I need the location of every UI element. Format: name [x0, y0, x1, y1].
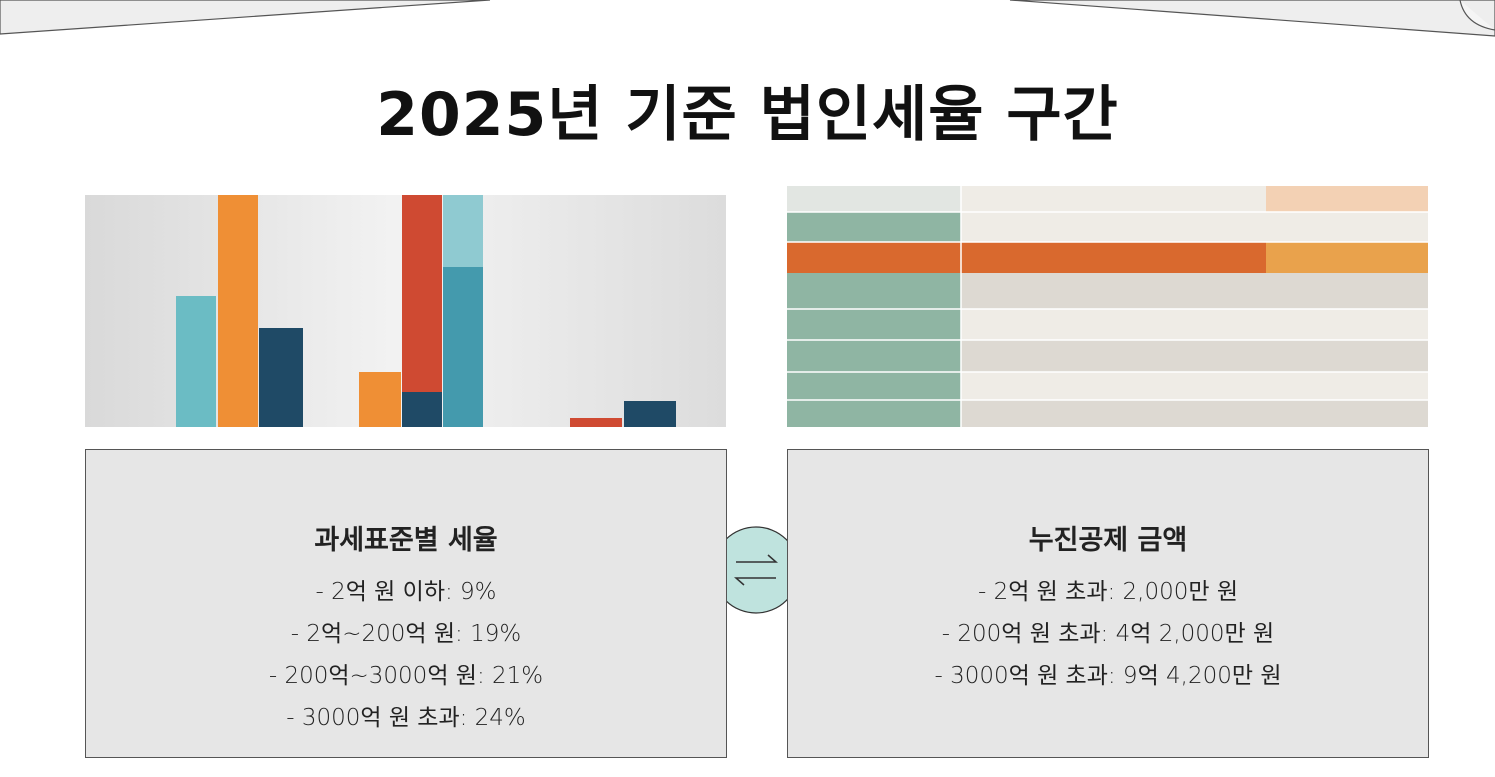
- box-item: - 200억~3000억 원: 21%: [268, 663, 544, 689]
- corner-curl: [1459, 0, 1495, 31]
- box-item: - 2억 원 초과: 2,000만 원: [977, 579, 1239, 605]
- chart-image: [85, 195, 726, 427]
- left-box: 과세표준별 세율 - 2억 원 이하: 9% - 2억~200억 원: 19% - …: [85, 449, 727, 758]
- box-item: - 2억 원 이하: 9%: [315, 579, 497, 605]
- top-right-curve: [1009, 0, 1495, 37]
- swap-arrows: [734, 554, 778, 586]
- box-item: - 200억 원 초과: 4억 2,000만 원: [941, 621, 1275, 647]
- right-box: 누진공제 금액 - 2억 원 초과: 2,000만 원 - 200억 원 초과: …: [787, 449, 1429, 758]
- table-image: [787, 186, 1428, 427]
- top-left-curve: [0, 0, 491, 35]
- title: 2025년 기준 법인세율 구간: [376, 80, 1119, 150]
- box-heading: 과세표준별 세율: [314, 525, 498, 556]
- box-heading: 누진공제 금액: [1028, 525, 1188, 556]
- box-item: - 2억~200억 원: 19%: [290, 621, 522, 647]
- box-item: - 3000억 원 초과: 24%: [286, 705, 526, 731]
- box-item: - 3000억 원 초과: 9억 4,200만 원: [934, 663, 1282, 689]
